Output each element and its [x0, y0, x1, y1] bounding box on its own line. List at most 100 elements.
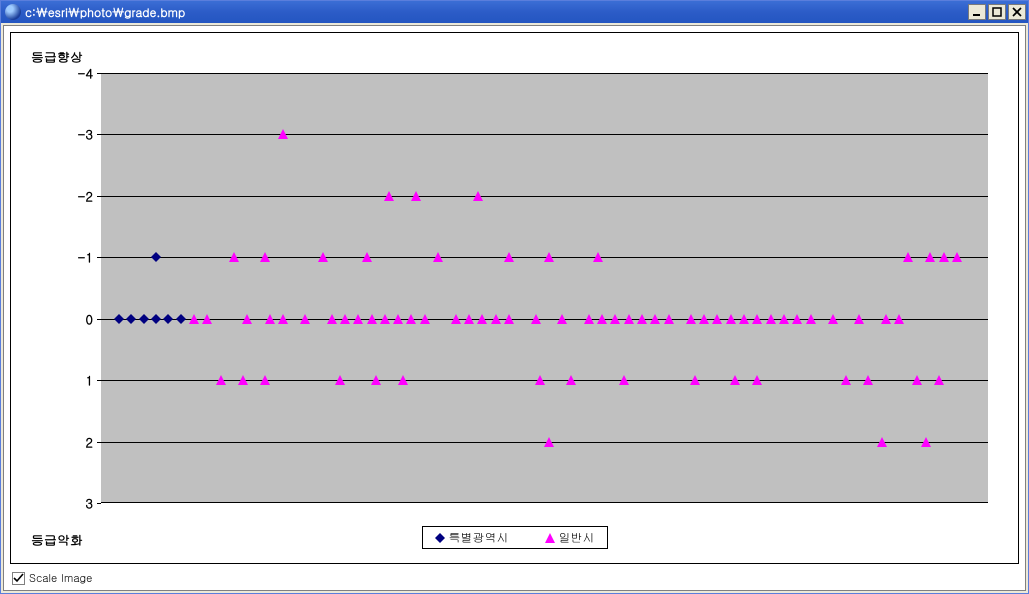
minimize-icon [972, 7, 982, 17]
legend-label: 일반시 [559, 529, 595, 546]
data-point [690, 375, 700, 385]
data-point [557, 314, 567, 324]
legend-item: 일반시 [545, 529, 595, 546]
data-point [406, 314, 416, 324]
data-point [327, 314, 337, 324]
data-point [504, 252, 514, 262]
data-point [202, 314, 212, 324]
titlebar[interactable]: c:￦esri￦photo￦grade.bmp [1, 1, 1028, 23]
data-point [624, 314, 634, 324]
data-point [752, 314, 762, 324]
data-point [139, 314, 149, 324]
data-point [544, 252, 554, 262]
ytick-label: 0 [86, 309, 93, 328]
ytick-label: -2 [77, 186, 93, 205]
ytick-label: 2 [86, 432, 93, 451]
minimize-button[interactable] [968, 4, 986, 20]
data-point [504, 314, 514, 324]
gridline [101, 134, 988, 135]
data-point [863, 375, 873, 385]
ytick-mark [97, 442, 101, 443]
scale-image-checkbox[interactable] [12, 572, 25, 585]
legend-marker-icon [545, 533, 555, 543]
data-point [903, 252, 913, 262]
close-icon [1012, 7, 1022, 17]
ytick-label: -4 [77, 64, 93, 83]
window-controls [968, 4, 1026, 20]
ytick-mark [97, 73, 101, 74]
data-point [420, 314, 430, 324]
data-point [726, 314, 736, 324]
data-point [792, 314, 802, 324]
data-point [411, 191, 421, 201]
legend: 특별광역시 일반시 [422, 526, 608, 549]
data-point [877, 437, 887, 447]
data-point [433, 252, 443, 262]
close-button[interactable] [1008, 4, 1026, 20]
data-point [278, 314, 288, 324]
data-point [619, 375, 629, 385]
data-point [584, 314, 594, 324]
data-point [637, 314, 647, 324]
data-point [925, 252, 935, 262]
data-point [393, 314, 403, 324]
data-point [189, 314, 199, 324]
data-point [650, 314, 660, 324]
data-point [477, 314, 487, 324]
data-point [566, 375, 576, 385]
ytick-mark [97, 196, 101, 197]
data-point [335, 375, 345, 385]
app-window: c:￦esri￦photo￦grade.bmp 등급향상 등급악화 -4-3-2… [0, 0, 1029, 594]
data-point [260, 375, 270, 385]
maximize-icon [992, 7, 1002, 17]
window-title: c:￦esri￦photo￦grade.bmp [25, 4, 968, 21]
ytick-label: -1 [77, 248, 93, 267]
data-point [881, 314, 891, 324]
data-point [934, 375, 944, 385]
data-point [451, 314, 461, 324]
data-point [544, 437, 554, 447]
data-point [806, 314, 816, 324]
chart-frame: 등급향상 등급악화 -4-3-2-10123 특별광역시일반시 [10, 32, 1019, 564]
data-point [114, 314, 124, 324]
data-point [340, 314, 350, 324]
data-point [739, 314, 749, 324]
data-point [300, 314, 310, 324]
ytick-mark [97, 380, 101, 381]
data-point [229, 252, 239, 262]
data-point [473, 191, 483, 201]
footer-bar: Scale Image [12, 571, 92, 586]
data-point [939, 252, 949, 262]
data-point [828, 314, 838, 324]
legend-marker-icon [435, 533, 445, 543]
data-point [278, 129, 288, 139]
data-point [126, 314, 136, 324]
data-point [371, 375, 381, 385]
data-point [260, 252, 270, 262]
axis-label-bottom: 등급악화 [31, 530, 83, 549]
legend-item: 특별광역시 [435, 529, 509, 546]
data-point [752, 375, 762, 385]
data-point [238, 375, 248, 385]
data-point [699, 314, 709, 324]
data-point [176, 314, 186, 324]
data-point [318, 252, 328, 262]
data-point [779, 314, 789, 324]
data-point [921, 437, 931, 447]
data-point [854, 314, 864, 324]
data-point [151, 252, 161, 262]
check-icon [13, 573, 24, 584]
data-point [362, 252, 372, 262]
data-point [384, 191, 394, 201]
axis-label-top: 등급향상 [31, 47, 83, 66]
data-point [242, 314, 252, 324]
data-point [151, 314, 161, 324]
legend-label: 특별광역시 [449, 529, 509, 546]
data-point [912, 375, 922, 385]
data-point [367, 314, 377, 324]
data-point [531, 314, 541, 324]
data-point [464, 314, 474, 324]
ytick-mark [97, 503, 101, 504]
data-point [894, 314, 904, 324]
maximize-button[interactable] [988, 4, 1006, 20]
